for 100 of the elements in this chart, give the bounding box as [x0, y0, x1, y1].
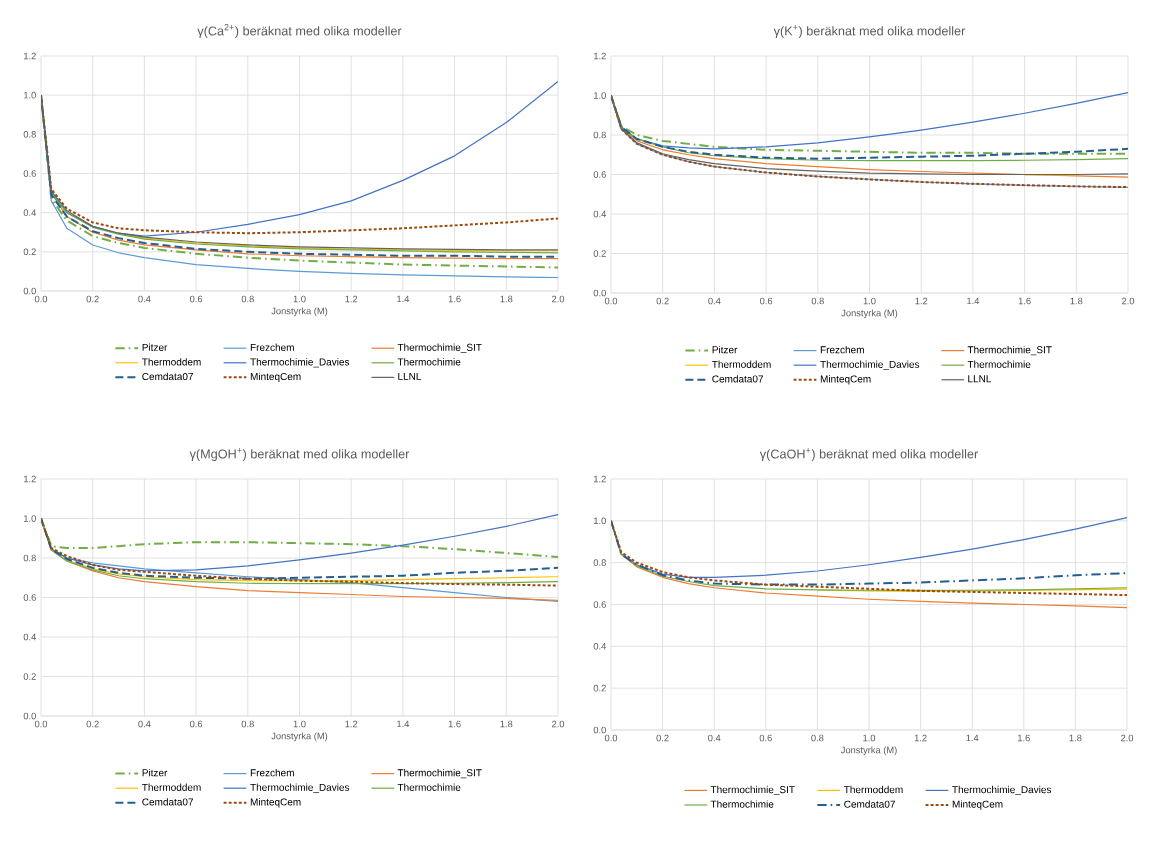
- x-tick-label: 0.8: [241, 720, 254, 728]
- y-tick-label: 0.0: [23, 712, 36, 720]
- legend-label: Thermoddem: [712, 360, 771, 368]
- legend-label: Thermochimie: [710, 800, 774, 808]
- y-tick-label: 1.0: [594, 92, 606, 99]
- legend-label: Thermochimie_SIT: [967, 346, 1052, 356]
- y-tick-label: 0.6: [593, 601, 606, 608]
- y-tick-label: 1.2: [594, 52, 606, 60]
- legend-label: Pitzer: [142, 343, 168, 351]
- x-tick-label: 1.6: [448, 720, 461, 728]
- y-tick-label: 1.0: [594, 517, 606, 525]
- x-tick-label: 0.2: [656, 734, 669, 742]
- y-tick-label: 0.8: [593, 559, 606, 566]
- legend-label: Cemdata07: [142, 372, 194, 381]
- legend-label: Cemdata07: [844, 800, 895, 808]
- x-tick-label: 0.4: [708, 297, 721, 305]
- chart-title: γ(K$^{+}$) beräknat med olika modeller: [773, 25, 966, 38]
- x-tick-label: 0.6: [759, 734, 772, 742]
- y-tick-label: 1.0: [24, 515, 36, 522]
- x-tick-label: 1.2: [915, 297, 928, 305]
- x-axis-title: Jonstyrka (M): [840, 746, 897, 756]
- legend-label: Thermoddem: [142, 358, 201, 366]
- x-tick-label: 1.4: [967, 297, 980, 305]
- x-tick-label: 0.6: [759, 297, 773, 305]
- y-tick-label: 0.0: [23, 287, 36, 295]
- legend-label: Pitzer: [142, 769, 168, 777]
- x-tick-label: 1.0: [293, 720, 306, 728]
- x-tick-label: 2.0: [1120, 734, 1134, 742]
- x-tick-label: 0.4: [138, 720, 151, 728]
- y-tick-label: 0.4: [23, 633, 37, 641]
- x-tick-label: 1.8: [500, 295, 513, 303]
- legend-label: LLNL: [398, 372, 422, 380]
- legend-label: MinteqCem: [820, 375, 871, 385]
- x-tick-label: 0.4: [138, 295, 151, 303]
- x-tick-label: 0.8: [811, 734, 824, 742]
- y-tick-label: 0.4: [593, 643, 607, 650]
- x-tick-label: 0.2: [86, 295, 99, 303]
- x-tick-label: 1.4: [966, 734, 979, 742]
- x-tick-label: 1.0: [863, 734, 876, 742]
- legend-label: Thermochimie_SIT: [397, 343, 482, 353]
- y-tick-label: 0.0: [593, 726, 606, 734]
- legend-label: Thermochimie_Davies: [952, 785, 1052, 796]
- y-tick-label: 0.4: [593, 210, 607, 218]
- legend-label: Thermoddem: [142, 783, 201, 791]
- legend-label: LLNL: [968, 375, 992, 383]
- x-tick-label: 1.2: [345, 295, 358, 303]
- x-tick-label: 0.8: [241, 295, 254, 303]
- legend-label: Thermochimie_SIT: [397, 769, 482, 779]
- legend-label: MinteqCem: [952, 800, 1003, 810]
- x-tick-label: 1.2: [914, 734, 927, 742]
- legend-label: Pitzer: [712, 346, 738, 354]
- y-tick-label: 0.2: [23, 248, 36, 256]
- x-axis-title: Jonstyrka (M): [841, 309, 898, 319]
- x-tick-label: 0.6: [189, 720, 203, 728]
- x-tick-label: 2.0: [1121, 297, 1135, 305]
- y-tick-label: 0.2: [593, 684, 606, 692]
- y-tick-label: 0.6: [593, 171, 606, 178]
- y-tick-label: 0.4: [23, 209, 37, 216]
- legend-label: Thermochimie_Davies: [250, 783, 350, 793]
- x-tick-label: 1.6: [1018, 734, 1030, 742]
- x-tick-label: 1.8: [1069, 734, 1082, 742]
- legend-label: Frezchem: [820, 346, 864, 354]
- x-tick-label: 0.2: [86, 720, 99, 728]
- x-tick-label: 0.0: [604, 734, 618, 742]
- legend-label: Frezchem: [250, 343, 294, 351]
- x-tick-label: 1.8: [1070, 297, 1083, 305]
- x-axis-title: Jonstyrka (M): [271, 732, 328, 742]
- y-tick-label: 0.6: [23, 594, 36, 601]
- y-tick-label: 0.2: [23, 673, 36, 680]
- legend-label: Thermochimie_Davies: [820, 360, 920, 370]
- x-tick-label: 0.2: [656, 297, 669, 305]
- x-tick-label: 1.2: [345, 720, 358, 728]
- x-tick-label: 0.0: [604, 297, 618, 305]
- x-tick-label: 1.6: [448, 295, 461, 303]
- legend-label: MinteqCem: [250, 798, 301, 808]
- y-tick-label: 0.8: [593, 131, 606, 139]
- x-axis-title: Jonstyrka (M): [271, 307, 328, 317]
- x-tick-label: 1.0: [863, 297, 876, 305]
- y-tick-label: 0.0: [593, 289, 606, 297]
- x-tick-label: 1.8: [500, 720, 513, 728]
- y-tick-label: 1.2: [24, 52, 36, 60]
- y-tick-label: 1.2: [24, 475, 36, 483]
- legend-label: Thermoddem: [843, 785, 903, 794]
- x-tick-label: 1.4: [397, 720, 410, 728]
- x-tick-label: 2.0: [551, 720, 565, 728]
- x-tick-label: 0.6: [189, 295, 203, 303]
- legend-label: Thermochimie_SIT: [710, 785, 795, 796]
- x-tick-label: 1.0: [293, 295, 306, 303]
- legend-label: Cemdata07: [712, 375, 764, 383]
- legend-label: Thermochimie_Davies: [250, 358, 350, 368]
- x-tick-label: 0.0: [34, 720, 48, 728]
- x-tick-label: 0.4: [708, 734, 721, 742]
- legend-label: Thermochimie: [967, 360, 1031, 368]
- y-tick-label: 0.8: [23, 131, 36, 138]
- chart-title: γ(CaOH$^{+}$) beräknat med olika modeller: [759, 448, 978, 461]
- y-tick-label: 0.2: [593, 250, 606, 257]
- y-tick-label: 0.8: [23, 554, 36, 562]
- x-tick-label: 1.6: [1018, 297, 1031, 305]
- legend-label: Frezchem: [250, 769, 294, 777]
- x-tick-label: 0.8: [811, 297, 824, 305]
